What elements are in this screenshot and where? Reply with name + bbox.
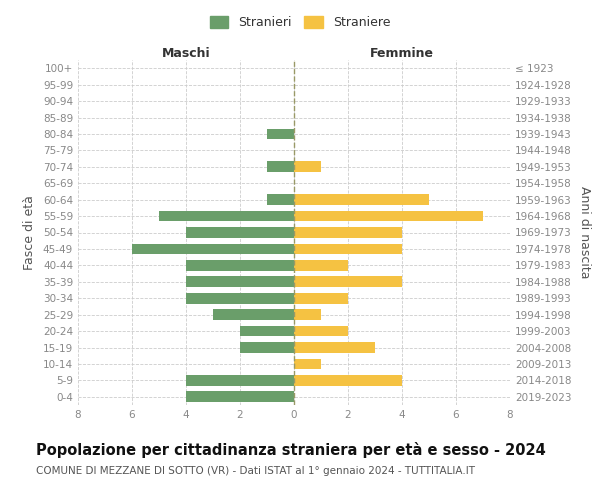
Bar xyxy=(294,358,321,370)
Bar xyxy=(294,293,348,304)
Bar xyxy=(294,326,348,336)
Bar xyxy=(294,162,321,172)
Bar xyxy=(186,260,294,270)
Bar xyxy=(294,276,402,287)
Bar xyxy=(267,128,294,140)
Bar xyxy=(294,227,402,238)
Bar xyxy=(159,210,294,222)
Bar xyxy=(213,310,294,320)
Bar xyxy=(294,342,375,353)
Bar xyxy=(294,260,348,270)
Bar xyxy=(186,375,294,386)
Bar xyxy=(267,162,294,172)
Y-axis label: Fasce di età: Fasce di età xyxy=(23,195,36,270)
Bar xyxy=(294,194,429,205)
Text: Popolazione per cittadinanza straniera per età e sesso - 2024: Popolazione per cittadinanza straniera p… xyxy=(36,442,546,458)
Bar xyxy=(294,375,402,386)
Bar xyxy=(132,244,294,254)
Legend: Stranieri, Straniere: Stranieri, Straniere xyxy=(205,11,395,34)
Text: Maschi: Maschi xyxy=(161,47,211,60)
Bar xyxy=(186,392,294,402)
Bar xyxy=(186,293,294,304)
Bar xyxy=(186,276,294,287)
Text: COMUNE DI MEZZANE DI SOTTO (VR) - Dati ISTAT al 1° gennaio 2024 - TUTTITALIA.IT: COMUNE DI MEZZANE DI SOTTO (VR) - Dati I… xyxy=(36,466,475,476)
Bar xyxy=(240,342,294,353)
Bar xyxy=(294,244,402,254)
Text: Femmine: Femmine xyxy=(370,47,434,60)
Bar xyxy=(294,310,321,320)
Bar xyxy=(240,326,294,336)
Bar xyxy=(294,210,483,222)
Bar xyxy=(267,194,294,205)
Y-axis label: Anni di nascita: Anni di nascita xyxy=(578,186,591,279)
Bar xyxy=(186,227,294,238)
